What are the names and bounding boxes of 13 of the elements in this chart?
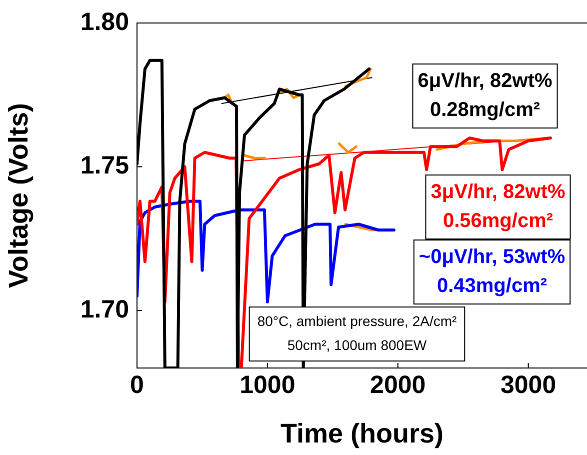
x-tick-label: 1000 bbox=[240, 370, 296, 399]
x-tick-label: 3000 bbox=[500, 370, 556, 399]
series-label: 3μV/hr, 82wt% 0.56mg/cm² bbox=[430, 181, 566, 232]
x-axis-title: Time (hours) bbox=[280, 418, 444, 448]
y-axis-title: Voltage (Volts) bbox=[4, 102, 34, 288]
series-label: ~0μV/hr, 53wt% 0.43mg/cm² bbox=[418, 246, 566, 298]
x-tick-label: 0 bbox=[130, 370, 144, 399]
x-tick-label: 2000 bbox=[370, 370, 426, 399]
y-tick-label: 1.70 bbox=[80, 295, 129, 324]
y-tick-label: 1.75 bbox=[80, 152, 130, 180]
text: 6μV/hr, 82wt% 0.28mg/cm² bbox=[418, 70, 552, 122]
y-tick-label: 1.80 bbox=[80, 8, 129, 36]
annotation: 80°C, ambient pressure, 2A/cm² 50cm², 100um 800EW bbox=[257, 312, 458, 353]
